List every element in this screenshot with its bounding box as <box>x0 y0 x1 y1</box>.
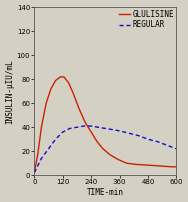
X-axis label: TIME-min: TIME-min <box>87 188 124 197</box>
Y-axis label: INSULIN-µIU/mL: INSULIN-µIU/mL <box>5 59 14 124</box>
Legend: GLULISINE, REGULAR: GLULISINE, REGULAR <box>118 9 175 30</box>
